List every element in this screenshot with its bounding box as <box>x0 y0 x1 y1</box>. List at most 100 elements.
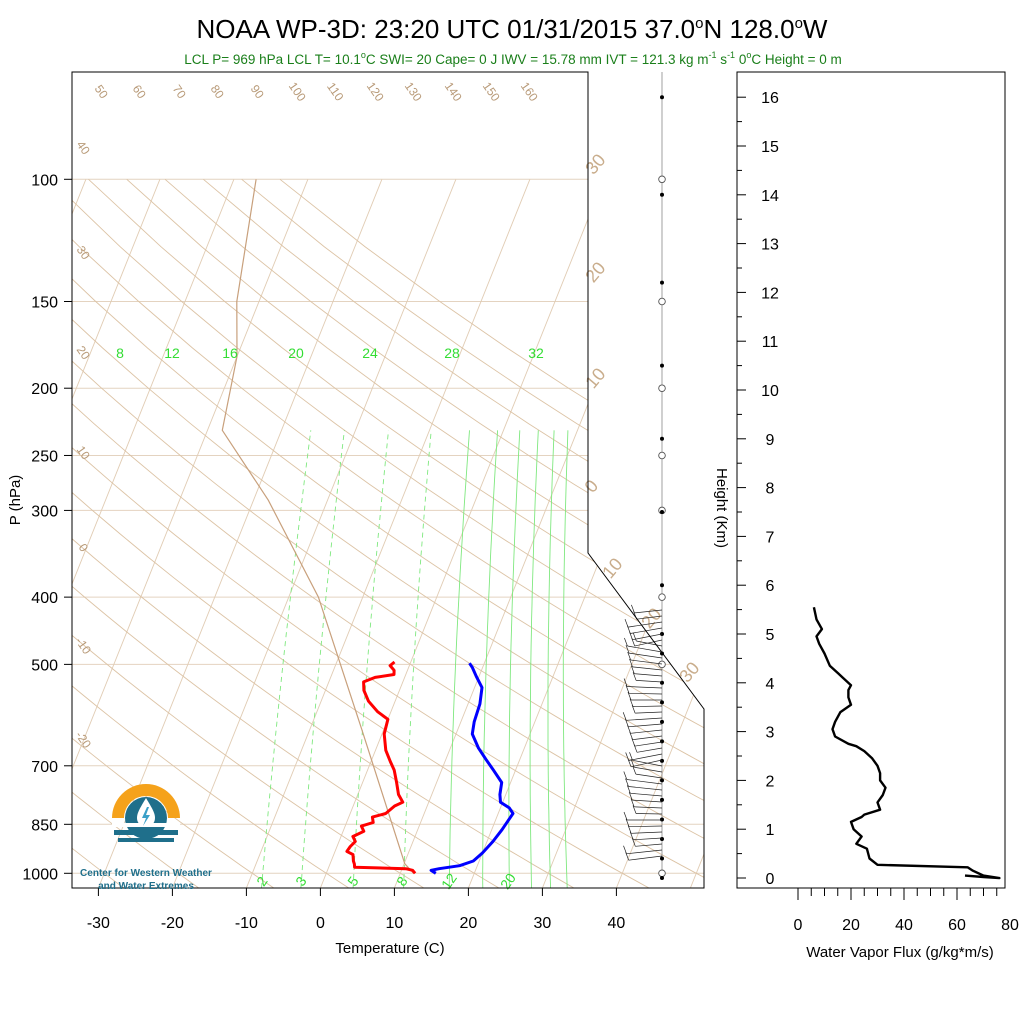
wind-barb-shaft <box>626 779 663 785</box>
wind-barb-shaft <box>634 741 663 747</box>
barb-level-dot <box>660 280 664 285</box>
height-tick-label: 12 <box>761 285 779 302</box>
isotherm-line <box>72 179 161 888</box>
parcel-path-layer <box>221 179 415 874</box>
logo-line-2: and Water Extremes <box>98 881 194 892</box>
isobar-lines <box>72 178 704 874</box>
isotherm-top-label: 50 <box>92 82 111 101</box>
wind-barb-shaft <box>635 843 663 847</box>
wind-barb-flag <box>631 838 636 847</box>
barb-level-dot <box>660 856 664 861</box>
wind-barb-flag <box>626 785 631 794</box>
isotherm-lines <box>72 179 704 888</box>
wind-barb-flag <box>632 765 637 775</box>
wind-barb-shaft <box>626 849 663 855</box>
barb-level-circle <box>658 175 666 184</box>
logo-wave-2 <box>114 830 178 835</box>
isotherm-top-label: 160 <box>518 79 541 104</box>
barb-level-dot <box>660 836 664 841</box>
wind-barb-shaft <box>632 759 663 767</box>
temperature-tick-label: 10 <box>386 915 404 932</box>
mixing-ratio-line <box>448 430 470 888</box>
height-tick-label: 9 <box>766 432 775 449</box>
height-tick-label: 4 <box>766 676 775 693</box>
temperature-tick-label: -10 <box>235 915 258 932</box>
wind-barb-flag <box>629 752 633 761</box>
wind-barb-shaft <box>635 773 663 779</box>
wind-barb-flag <box>625 852 630 861</box>
wind-barb-shaft <box>628 652 663 659</box>
height-tick-label: 1 <box>766 822 775 839</box>
isotherm-top-label: 100 <box>286 79 309 104</box>
wind-barb-flag <box>623 771 628 780</box>
mixing-ratio-label: 20 <box>288 345 304 361</box>
height-tick-label: 3 <box>766 725 775 742</box>
pressure-tick-label: 500 <box>31 657 58 674</box>
mixing-ratio-label: 28 <box>444 345 460 361</box>
isotherm-line <box>393 179 679 888</box>
barb-level-dot <box>660 363 664 368</box>
wind-barb-flag <box>625 778 629 787</box>
title-degree-1: o <box>695 15 703 32</box>
wind-barb-shaft <box>628 692 663 695</box>
adiabat-left-label: 30 <box>74 243 93 262</box>
isotherm-top-label: 120 <box>364 79 387 104</box>
wind-barb-shaft <box>636 640 663 647</box>
dry-adiabat-line <box>203 178 704 888</box>
dry-adiabat-line <box>72 179 704 888</box>
stats-exp-2: -1 <box>727 50 735 60</box>
wind-barb-shaft <box>628 786 663 791</box>
isotherm-top-label: 70 <box>170 82 189 101</box>
wind-barb-flag <box>625 644 630 654</box>
flux-trace-layer <box>812 606 1001 880</box>
temperature-tick-label: -30 <box>87 915 110 932</box>
wind-barb-shaft <box>626 717 663 721</box>
isotherm-top-label: 60 <box>130 82 149 101</box>
wind-barb-shaft <box>635 711 663 714</box>
adiabat-right-label: 30 <box>675 658 703 686</box>
height-tick-label: 11 <box>762 334 779 351</box>
adiabat-left-label: 10 <box>74 443 93 462</box>
isotherm-line <box>467 179 704 888</box>
adiabat-right-label: 10 <box>598 554 626 582</box>
barb-level-circle <box>658 297 666 306</box>
skewt-axes: -30 -20 -10 0 10 20 30 401001502002503004005007… <box>22 172 625 932</box>
adiabat-left-label: 0 <box>76 541 91 555</box>
wind-barb-shaft <box>632 799 663 803</box>
wind-barb-flag <box>631 637 636 647</box>
wind-barb-flag <box>631 704 636 714</box>
mixing-ratio-line <box>482 430 499 888</box>
wind-barb-shaft <box>627 686 663 689</box>
isotherm-top-label: 110 <box>324 80 347 104</box>
wind-barb-flag <box>627 758 632 767</box>
pressure-tick-label: 850 <box>31 817 58 834</box>
barb-level-dot <box>660 817 664 822</box>
dry-adiabat-line <box>126 178 704 888</box>
wind-barb-flag <box>629 658 633 668</box>
dry-adiabat-line <box>88 178 704 888</box>
dry-adiabat-line <box>72 178 704 888</box>
wind-barb-shaft <box>634 766 663 773</box>
stats-line: LCL P= 969 hPa LCL T= 10.1oC SWI= 20 Cap… <box>184 50 842 67</box>
wind-barb-shaft <box>627 621 663 628</box>
wind-barb-shaft <box>633 837 663 841</box>
height-tick-label: 14 <box>761 188 779 205</box>
wind-barb-shaft <box>632 633 663 641</box>
dry-adiabat-line <box>72 178 704 888</box>
stats-part-3: s <box>717 52 728 67</box>
wind-barb-flag <box>625 818 630 827</box>
mixing-ratio-label: 12 <box>164 345 180 361</box>
temperature-tick-label: 0 <box>316 915 325 932</box>
wind-barb-shaft <box>634 609 663 614</box>
flux-tick-label: 40 <box>895 917 913 934</box>
barb-level-dot <box>660 192 664 197</box>
wind-barb-flag <box>630 759 635 768</box>
flux-tick-label: 60 <box>948 917 966 934</box>
wind-barb-shaft <box>632 666 663 671</box>
mixing-ratio-bottom-label: 3 <box>292 873 310 889</box>
wind-barb-flag <box>623 678 628 687</box>
barb-level-dot <box>660 739 664 744</box>
isotherm-line <box>171 179 457 888</box>
isotherm-top-label: 150 <box>480 79 503 104</box>
